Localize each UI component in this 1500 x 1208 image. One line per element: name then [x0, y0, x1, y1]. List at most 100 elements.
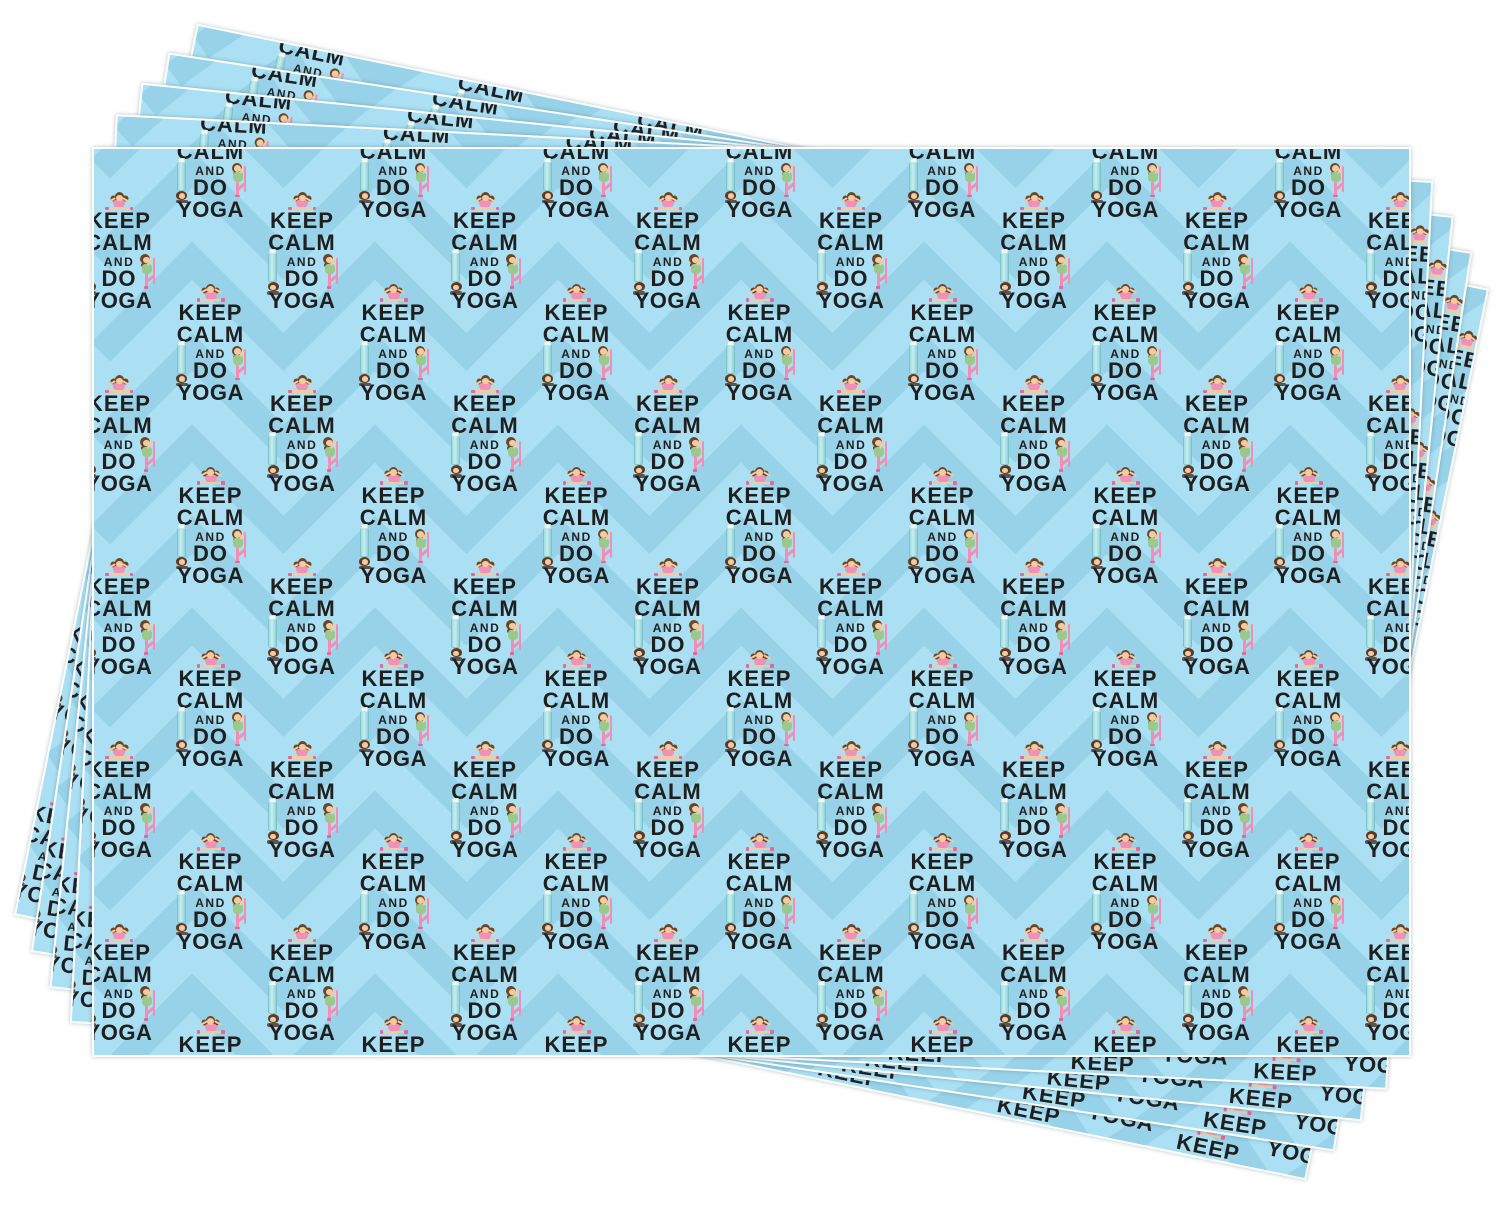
splits-girl-body [985, 130, 998, 139]
yoga-text: YOGA [445, 290, 525, 312]
splits-girl-icon [770, 114, 799, 121]
yoga-text: YOGA [354, 931, 434, 953]
tree-pose-girl-top [682, 1083, 694, 1095]
tree-pose-girl-top [325, 264, 335, 274]
keep-text: KEEP [354, 1034, 434, 1056]
tree-pose-girl-leg [861, 1130, 867, 1145]
calm-text: CALM [92, 232, 159, 254]
yoga-text: YOGA [262, 656, 342, 678]
yoga-bottle-icon [1163, 1172, 1178, 1180]
tree-pose-girl-top [416, 904, 426, 914]
tree-pose-girl-top [1415, 697, 1426, 708]
yoga-text: YOGA [354, 199, 434, 221]
meditating-girl-icon [442, 1062, 454, 1068]
tree-pose-girl-top [233, 721, 243, 731]
meditating-girl-icon [621, 1099, 633, 1105]
yoga-text: YOGA [92, 656, 159, 678]
yoga-bottle-icon [625, 1062, 640, 1092]
keep-text: KEEP [354, 302, 434, 324]
splits-girl-legs [771, 116, 797, 120]
calm-text: CALM [354, 1056, 434, 1058]
splits-girl-body [803, 111, 816, 120]
yoga-text: YOGA [639, 1103, 721, 1137]
splits-girl-legs [665, 88, 691, 96]
splits-girl-body [1326, 137, 1338, 146]
yoga-text: YOGA [171, 931, 251, 953]
tree-pose-girl-leg [328, 1005, 331, 1020]
do-text: DO [797, 1112, 880, 1150]
and-text: AND [622, 1063, 703, 1091]
tree-pose-girl-top [526, 1058, 537, 1069]
tree-pose-girl-top [861, 1120, 873, 1132]
and-text: AND [646, 1069, 727, 1093]
tree-pose-girl-top [325, 996, 335, 1006]
tree-pose-girl-leg [1040, 1167, 1046, 1180]
tree-pose-girl-leg [145, 1005, 148, 1020]
splits-girl-body [465, 59, 478, 69]
tree-pose-girl-top [233, 904, 243, 914]
yoga-text: YOGA [820, 1130, 902, 1151]
tree-pose-girl-icon [880, 1104, 906, 1147]
tree-pose-girl-top [1420, 664, 1430, 674]
tree-pose-girl-top [391, 1069, 401, 1079]
tree-pose-girl-leg [527, 1068, 532, 1083]
tree-pose-girl-top [325, 813, 335, 823]
tree-pose-girl-leg [682, 1093, 688, 1108]
splits-girl-icon [1318, 129, 1347, 149]
splits-girl-legs [1137, 135, 1163, 139]
keep-text: KEEP [262, 759, 342, 781]
meditating-girl-icon [672, 1109, 684, 1114]
and-text: AND [1160, 1174, 1241, 1181]
splits-girl-icon [953, 114, 982, 130]
meditating-girl-icon [466, 1077, 478, 1082]
tree-pose-girl-icon [751, 1078, 773, 1090]
tree-pose-girl-icon [1409, 687, 1433, 729]
tree-pose-girl-leg [328, 456, 331, 471]
tree-pose-girl-icon [1032, 1147, 1060, 1181]
calm-text: CALM [92, 781, 159, 803]
tree-pose-girl-icon [386, 1060, 408, 1090]
tree-pose-girl-leg [1422, 673, 1426, 688]
keep-text: KEEP [92, 759, 159, 781]
yoga-text: YOGA [445, 473, 525, 495]
tree-pose-girl-leg [211, 1070, 215, 1085]
tree-pose-girl-leg [419, 914, 422, 929]
tree-pose-girl-top [888, 1114, 899, 1125]
tree-pose-girl-icon [1414, 654, 1433, 695]
yoga-text: YOGA [92, 839, 159, 861]
meditating-girl-icon [980, 1172, 992, 1178]
do-text: DO [145, 1061, 226, 1087]
meditating-girl-icon [308, 1072, 320, 1077]
yoga-text: YOGA [92, 290, 159, 312]
keep-text: KEEP [171, 1034, 251, 1056]
tree-pose-girl-top [142, 447, 152, 457]
splits-girl-icon [843, 110, 874, 134]
do-text: DO [511, 1080, 592, 1090]
do-text: DO [976, 1149, 1059, 1181]
yoga-text: YOGA [354, 382, 434, 404]
calm-text: CALM [92, 415, 159, 437]
splits-girl-body [778, 114, 790, 118]
keep-text: KEEP [92, 576, 159, 598]
tree-pose-girl-icon [1466, 395, 1489, 438]
splits-girl-icon [484, 36, 515, 60]
do-text: DO [617, 1075, 700, 1113]
tree-pose-girl-top [142, 813, 152, 823]
tree-pose-girl-leg [236, 365, 239, 380]
yoga-text: YOGA [171, 199, 251, 221]
and-text: AND [488, 1055, 569, 1075]
tree-pose-girl-top [416, 172, 426, 182]
tree-pose-girl-leg [1438, 560, 1443, 575]
tree-pose-girl-leg [551, 1079, 556, 1094]
calm-text: CALM [92, 598, 159, 620]
